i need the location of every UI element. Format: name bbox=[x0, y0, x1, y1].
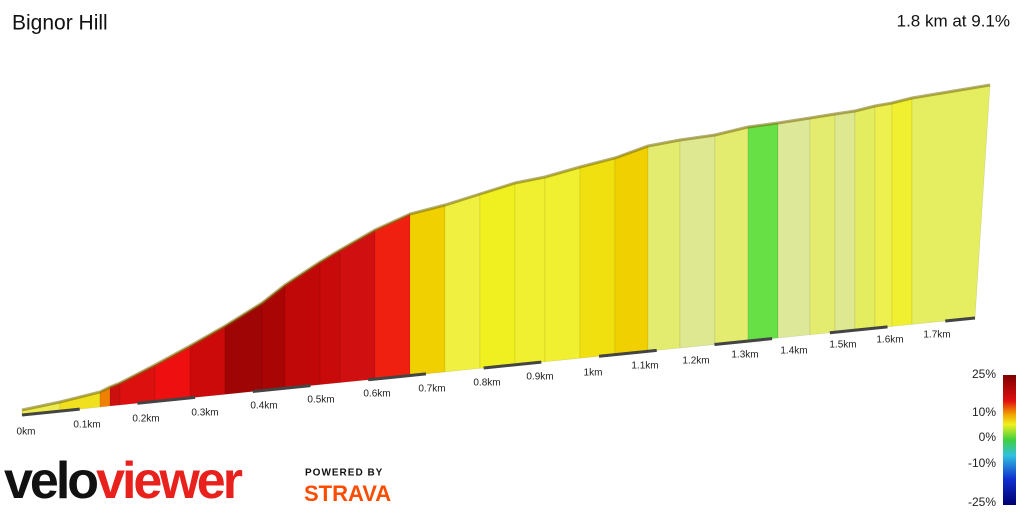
distance-label: 0.5km bbox=[307, 395, 334, 406]
legend-label: 0% bbox=[979, 430, 997, 444]
title: Bignor Hill bbox=[12, 12, 108, 35]
distance-label: 1.6km bbox=[876, 335, 903, 346]
strava: STRAVA bbox=[304, 481, 391, 506]
distance-label: 0.1km bbox=[73, 420, 100, 431]
distance-label: 1.7km bbox=[923, 330, 950, 341]
gradient-segment bbox=[714, 126, 749, 345]
logo: veloviewer bbox=[4, 452, 243, 510]
gradient-segment bbox=[579, 157, 616, 359]
gradient-segment bbox=[614, 145, 649, 355]
gradient-segment bbox=[374, 213, 411, 380]
legend-label: 25% bbox=[972, 367, 996, 381]
distance-label: 1.3km bbox=[731, 350, 758, 361]
logo-velo: velo bbox=[4, 452, 97, 510]
gradient-segment bbox=[834, 110, 856, 333]
powered-by: POWERED BY bbox=[305, 468, 383, 479]
distance-label: 0.3km bbox=[191, 408, 218, 419]
gradient-segment bbox=[409, 204, 446, 376]
legend-label: -10% bbox=[968, 456, 996, 470]
distance-label: 1.2km bbox=[682, 356, 709, 367]
gradient-segment bbox=[747, 122, 779, 342]
gradient-segment bbox=[479, 182, 516, 369]
gradient-segment bbox=[224, 302, 263, 395]
distance-label: 0.9km bbox=[526, 372, 553, 383]
gradient-colorbar bbox=[1003, 375, 1016, 505]
distance-label: 0.6km bbox=[363, 389, 390, 400]
gradient-segment bbox=[544, 166, 581, 363]
distance-label: 0.8km bbox=[473, 378, 500, 389]
distance-label: 1.1km bbox=[631, 361, 658, 372]
distance-label: 0.2km bbox=[132, 414, 159, 425]
distance-label: 0.7km bbox=[418, 384, 445, 395]
distance-label: 1.5km bbox=[829, 340, 856, 351]
gradient-segment bbox=[514, 176, 546, 366]
gradient-segment bbox=[809, 113, 836, 336]
logo-viewer: viewer bbox=[96, 452, 243, 510]
distance-label: 0km bbox=[17, 427, 36, 438]
gradient-segment bbox=[319, 249, 341, 385]
distance-label: 0.4km bbox=[250, 401, 277, 412]
gradient-segment bbox=[874, 102, 893, 329]
gradient-segment bbox=[911, 84, 991, 325]
gradient-segment bbox=[119, 364, 156, 406]
gradient-segment bbox=[647, 139, 681, 352]
distance-label: 1.4km bbox=[780, 346, 807, 357]
gradient-segment bbox=[339, 229, 376, 383]
profile-top-edge bbox=[21, 83, 991, 412]
gradient-segment bbox=[444, 193, 481, 373]
distance-label: 1km bbox=[584, 368, 603, 379]
gradient-legend: 25% 10% 0% -10% -25% bbox=[968, 367, 996, 509]
legend-label: -25% bbox=[968, 495, 996, 509]
gradient-segment bbox=[891, 97, 913, 327]
gradient-segment bbox=[854, 105, 876, 331]
legend-label: 10% bbox=[972, 405, 996, 419]
gradient-segment bbox=[679, 134, 716, 349]
elevation-profile bbox=[21, 83, 991, 417]
profile-base bbox=[21, 316, 976, 417]
summary: 1.8 km at 9.1% bbox=[897, 11, 1010, 30]
gradient-segment bbox=[777, 117, 811, 339]
distance-axis: 0km 0.1km 0.2km 0.3km 0.4km 0.5km 0.6km 0.7km 0.… bbox=[17, 330, 951, 438]
